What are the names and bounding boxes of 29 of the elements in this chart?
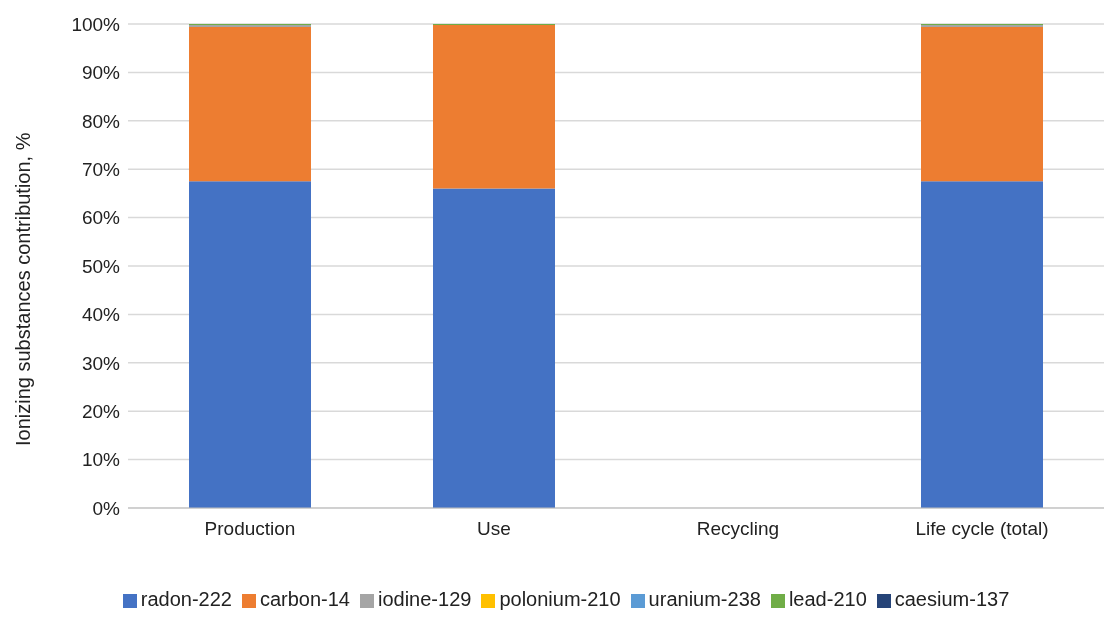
legend-label: lead-210: [788, 588, 867, 610]
x-tick-label: Use: [477, 518, 511, 540]
x-tick-label: Life cycle (total): [915, 518, 1049, 540]
legend-label: polonium-210: [499, 588, 621, 610]
y-tick-label: 30%: [81, 352, 121, 374]
x-tick-label: Recycling: [696, 518, 780, 540]
legend-label: iodine-129: [377, 588, 472, 610]
bar: [189, 26, 311, 182]
bar: [433, 188, 555, 508]
y-tick-label: 60%: [81, 207, 121, 229]
y-axis-title: Ionizing substances contribution, %: [12, 132, 35, 446]
y-tick-label: 40%: [81, 304, 121, 326]
y-tick-label: 70%: [81, 158, 121, 180]
legend-label: carbon-14: [259, 588, 350, 610]
y-tick-label: 80%: [81, 110, 121, 132]
bar: [433, 24, 555, 189]
y-tick-label: 50%: [81, 255, 121, 277]
y-tick-label: 10%: [81, 449, 121, 471]
x-tick-label: Production: [204, 518, 296, 540]
y-tick-label: 0%: [92, 497, 121, 519]
y-tick-label: 100%: [71, 13, 121, 35]
legend-label: radon-222: [140, 588, 232, 610]
legend-label: caesium-137: [894, 588, 1010, 610]
bar: [921, 181, 1043, 508]
y-tick-label: 20%: [81, 400, 121, 422]
y-tick-label: 90%: [81, 62, 121, 84]
bar: [189, 181, 311, 508]
bar: [921, 26, 1043, 182]
legend-label: uranium-238: [648, 588, 761, 610]
